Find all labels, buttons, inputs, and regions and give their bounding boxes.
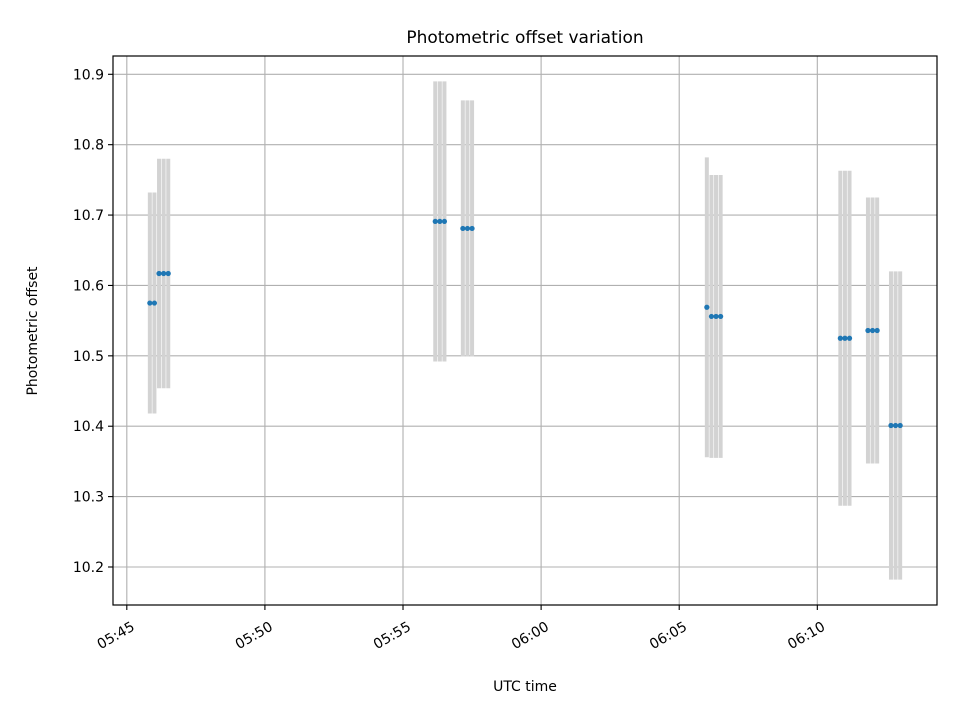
plot-area-frame: [112, 55, 938, 606]
data-point: [718, 313, 724, 320]
y-axis-ticks: 10.2 10.3 10.4 10.5 10.6 10.7 10.8 10.9: [73, 67, 113, 576]
data-point: [888, 422, 894, 429]
y-tick-label: 10.5: [73, 349, 104, 365]
data-point: [874, 327, 880, 334]
y-tick-label: 10.8: [73, 138, 104, 154]
y-tick-label: 10.4: [73, 419, 104, 435]
data-points: [147, 218, 903, 429]
data-point: [708, 313, 715, 320]
data-point: [460, 225, 466, 232]
y-tick-label: 10.9: [73, 67, 104, 83]
data-point: [437, 218, 443, 225]
y-axis-label: Photometric offset: [25, 266, 41, 396]
grid-lines: [113, 56, 937, 605]
data-point: [165, 270, 171, 277]
data-point: [432, 218, 438, 225]
data-point: [147, 300, 153, 306]
chart-title: Photometric offset variation: [406, 28, 643, 48]
y-tick-label: 10.2: [73, 560, 104, 576]
data-point: [441, 218, 448, 225]
y-tick-label: 10.3: [73, 490, 104, 506]
y-tick-label: 10.6: [73, 278, 104, 294]
data-point: [161, 270, 167, 277]
data-point: [865, 327, 871, 334]
x-axis-label: UTC time: [493, 679, 557, 695]
y-tick-label: 10.7: [73, 208, 104, 224]
data-point: [869, 327, 876, 334]
data-point: [713, 313, 719, 320]
data-point: [156, 270, 162, 277]
data-point: [892, 422, 899, 429]
data-point: [837, 335, 843, 341]
data-point: [151, 300, 158, 306]
data-point: [897, 422, 903, 429]
data-point: [842, 335, 848, 341]
data-point: [469, 225, 475, 232]
data-point: [846, 335, 853, 341]
data-point: [464, 225, 471, 232]
data-point: [704, 304, 710, 310]
